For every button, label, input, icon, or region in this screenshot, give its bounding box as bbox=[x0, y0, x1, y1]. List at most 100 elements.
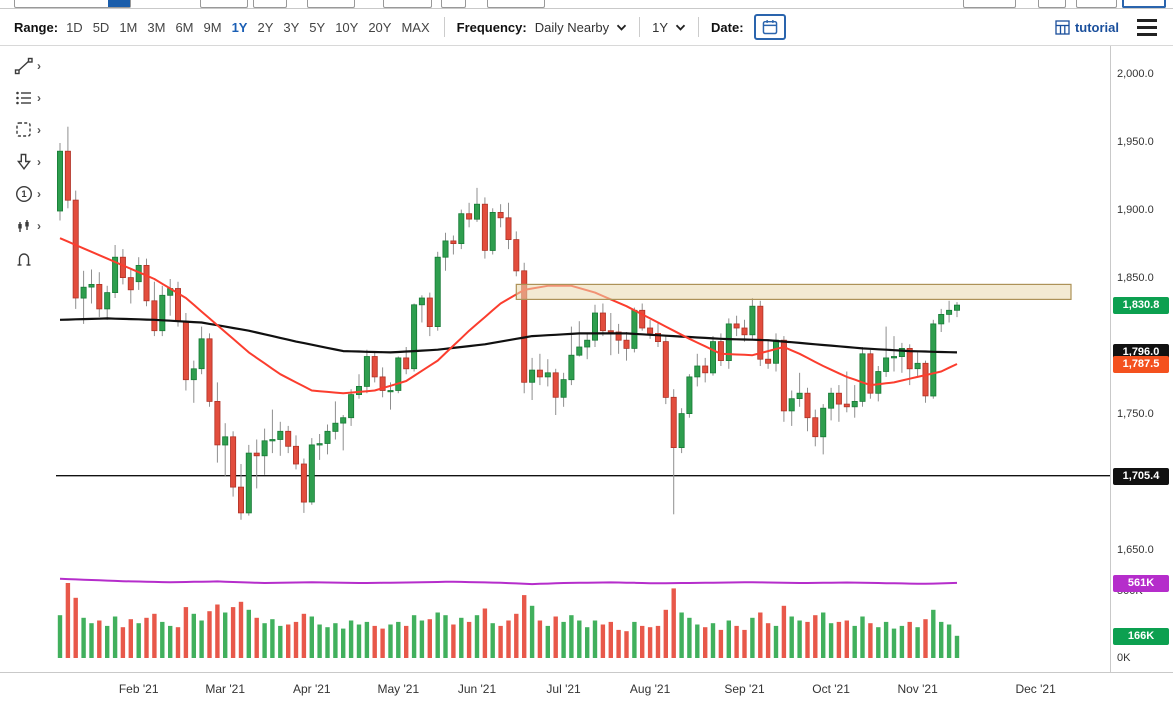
range-option-1d[interactable]: 1D bbox=[66, 19, 83, 35]
toolbar-button-cutoff[interactable] bbox=[1076, 0, 1117, 8]
ma_slow_black-line[interactable] bbox=[59, 317, 958, 354]
range-options: 1D 5D 1M 3M 6M 9M 1Y 2Y 3Y 5Y 10Y 20Y MAX bbox=[66, 20, 440, 35]
price-axis-label: 2,000.0 bbox=[1117, 68, 1154, 80]
price-axis-label: 1,750.0 bbox=[1117, 408, 1154, 420]
price-chart[interactable] bbox=[56, 58, 1110, 561]
frequency-label: Frequency: bbox=[456, 19, 527, 35]
chevron-down-icon bbox=[616, 24, 627, 31]
range-option-10y[interactable]: 10Y bbox=[335, 19, 359, 35]
time-axis-label: Nov '21 bbox=[897, 682, 938, 696]
range-label: Range: bbox=[14, 19, 59, 35]
toolbar-button-cutoff[interactable] bbox=[200, 0, 248, 8]
time-axis-label: Apr '21 bbox=[292, 682, 331, 696]
tutorial-link[interactable]: tutorial bbox=[1055, 20, 1119, 35]
range-option-max[interactable]: MAX bbox=[401, 19, 430, 35]
arrow-icon bbox=[16, 153, 32, 170]
open-interest-line[interactable] bbox=[59, 577, 958, 586]
trendline-tool-button[interactable]: › bbox=[13, 54, 41, 78]
range-option-5d[interactable]: 5D bbox=[92, 19, 110, 35]
chart-toolbar: Range: 1D 5D 1M 3M 6M 9M 1Y 2Y 3Y 5Y 10Y 20Y MAX Fre… bbox=[0, 9, 1173, 46]
range-option-5y[interactable]: 5Y bbox=[309, 19, 326, 35]
toolbar-divider bbox=[698, 17, 700, 37]
toolbar-button-cutoff[interactable] bbox=[487, 0, 545, 8]
toolbar-right-group: tutorial bbox=[1055, 17, 1159, 38]
symbol-input-cutoff[interactable] bbox=[14, 0, 131, 8]
volume-badge: 166K bbox=[1113, 627, 1169, 645]
ma_fast_red-line[interactable] bbox=[59, 237, 958, 395]
resistance-zone[interactable] bbox=[515, 283, 1072, 300]
period-select[interactable]: 1Y bbox=[652, 20, 686, 35]
volume-bars-layer bbox=[57, 583, 960, 658]
chevron-right-icon[interactable]: › bbox=[37, 187, 41, 201]
toolbar-divider bbox=[639, 17, 641, 37]
range-option-20y[interactable]: 20Y bbox=[368, 19, 392, 35]
range-option-1y[interactable]: 1Y bbox=[231, 19, 248, 35]
time-axis[interactable]: Feb '21 Mar '21 Apr '21 May '21 Jun '21 Jul '… bbox=[0, 672, 1173, 702]
fibonacci-tool-button[interactable]: › bbox=[13, 86, 41, 110]
menu-button[interactable] bbox=[1135, 17, 1159, 38]
toolbar-button-cutoff-highlighted[interactable] bbox=[1122, 0, 1166, 8]
arrow-tool-button[interactable]: › bbox=[13, 150, 41, 174]
magnet-icon bbox=[17, 253, 31, 266]
time-axis-label: Jun '21 bbox=[457, 682, 497, 696]
range-option-1m[interactable]: 1M bbox=[119, 19, 138, 35]
volume-chart[interactable] bbox=[56, 565, 1110, 662]
volume-axis-label: 0K bbox=[1117, 652, 1131, 664]
time-axis-label: Feb '21 bbox=[118, 682, 159, 696]
chevron-right-icon[interactable]: › bbox=[37, 155, 41, 169]
svg-text:1: 1 bbox=[21, 189, 27, 200]
range-option-3m[interactable]: 3M bbox=[147, 19, 166, 35]
toolbar-button-cutoff[interactable] bbox=[383, 0, 432, 8]
chevron-right-icon[interactable]: › bbox=[37, 59, 41, 73]
price-axis[interactable]: 2,000.0 1,950.0 1,900.0 1,850.0 1,750.0 1,650… bbox=[1110, 46, 1173, 672]
toolbar-divider bbox=[443, 17, 445, 37]
number-annotation-icon: 1 bbox=[15, 185, 33, 203]
chevron-right-icon[interactable]: › bbox=[37, 219, 41, 233]
shapes-tool-button[interactable]: › bbox=[13, 118, 41, 142]
calendar-icon bbox=[762, 20, 777, 35]
time-axis-label: Mar '21 bbox=[205, 682, 246, 696]
study-tool-button[interactable]: › bbox=[13, 214, 41, 238]
date-picker-button[interactable] bbox=[753, 14, 786, 40]
fibonacci-icon bbox=[16, 91, 31, 105]
chevron-right-icon[interactable]: › bbox=[37, 123, 41, 137]
number-annotation-tool-button[interactable]: 1 › bbox=[13, 182, 41, 206]
time-axis-label: May '21 bbox=[377, 682, 420, 696]
price-badge: 1,705.4 bbox=[1113, 467, 1169, 485]
price-axis-label: 1,950.0 bbox=[1117, 136, 1154, 148]
date-label: Date: bbox=[711, 19, 744, 35]
price-badge: 1,830.8 bbox=[1113, 297, 1169, 315]
frequency-select[interactable]: Daily Nearby bbox=[535, 20, 627, 35]
tutorial-grid-icon bbox=[1055, 19, 1070, 35]
time-axis-label: Aug '21 bbox=[629, 682, 671, 696]
range-option-2y[interactable]: 2Y bbox=[257, 19, 274, 35]
range-option-6m[interactable]: 6M bbox=[175, 19, 194, 35]
volume-badge: 561K bbox=[1113, 574, 1169, 592]
period-value: 1Y bbox=[652, 19, 669, 35]
toolbar-button-cutoff[interactable] bbox=[1038, 0, 1066, 8]
toolbar-button-cutoff[interactable] bbox=[441, 0, 466, 8]
tutorial-label: tutorial bbox=[1074, 19, 1119, 35]
hamburger-menu-icon bbox=[1137, 18, 1157, 36]
shapes-icon bbox=[16, 122, 31, 137]
price-axis-label: 1,900.0 bbox=[1117, 204, 1154, 216]
price-axis-label: 1,850.0 bbox=[1117, 272, 1154, 284]
time-axis-label: Jul '21 bbox=[546, 682, 581, 696]
drawing-tools-sidebar: ››››1››› bbox=[0, 54, 54, 270]
toolbar-button-cutoff[interactable] bbox=[307, 0, 355, 8]
study-icon bbox=[18, 220, 29, 232]
chart-area: ››››1››› 2,000.01,950.01,900.01,850.01,7… bbox=[0, 46, 1173, 702]
frequency-value: Daily Nearby bbox=[534, 19, 610, 35]
price-badge: 1,787.5 bbox=[1113, 356, 1169, 373]
range-option-3y[interactable]: 3Y bbox=[283, 19, 300, 35]
time-axis-label: Sep '21 bbox=[724, 682, 765, 696]
toolbar-button-cutoff[interactable] bbox=[253, 0, 287, 8]
go-button-cutoff[interactable] bbox=[108, 0, 130, 7]
magnet-tool-button[interactable]: › bbox=[13, 246, 41, 270]
cutoff-top-toolbar bbox=[0, 0, 1173, 9]
toolbar-button-cutoff[interactable] bbox=[963, 0, 1016, 8]
time-axis-label: Dec '21 bbox=[1015, 682, 1056, 696]
chevron-right-icon[interactable]: › bbox=[37, 91, 41, 105]
range-option-9m[interactable]: 9M bbox=[203, 19, 222, 35]
trendline-icon bbox=[14, 57, 33, 75]
